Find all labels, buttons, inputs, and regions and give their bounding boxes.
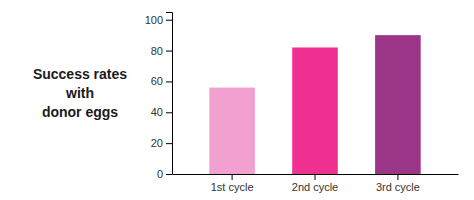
title: Success rates with donor eggs bbox=[33, 66, 127, 120]
y-tick-mark bbox=[166, 174, 172, 175]
y-tick-mark bbox=[166, 51, 172, 52]
y-axis-line bbox=[166, 13, 173, 175]
y-tick-label: 100 bbox=[145, 14, 163, 26]
y-tick-mark bbox=[166, 81, 172, 82]
y-tick-label: 60 bbox=[151, 75, 163, 87]
y-tick-mark bbox=[166, 143, 172, 144]
x-tick-label: 1st cycle bbox=[211, 181, 254, 193]
x-tick-label: 2nd cycle bbox=[292, 181, 338, 193]
y-tick-mark bbox=[166, 20, 172, 21]
y-tick: 80 bbox=[151, 45, 172, 57]
x-tick-mark bbox=[315, 174, 316, 180]
y-tick: 60 bbox=[151, 75, 172, 87]
x-tick: 3rd cycle bbox=[376, 174, 420, 193]
title-line: Success rates bbox=[33, 66, 127, 82]
y-tick-label: 40 bbox=[151, 106, 163, 118]
x-tick-label: 3rd cycle bbox=[376, 181, 420, 193]
y-axis: 0 20 40 60 80 100 bbox=[145, 13, 173, 181]
title-line: with bbox=[65, 85, 94, 101]
x-axis: 1st cycle 2nd cycle 3rd cycle bbox=[173, 174, 459, 193]
x-tick: 2nd cycle bbox=[292, 174, 338, 193]
chart: 0 20 40 60 80 100 1st cycle 2nd cycle 3rd cycle S… bbox=[0, 0, 474, 200]
bar bbox=[375, 35, 421, 174]
x-tick-mark bbox=[232, 174, 233, 180]
title-line: donor eggs bbox=[42, 104, 118, 120]
y-tick: 0 bbox=[157, 168, 172, 180]
y-tick: 40 bbox=[151, 106, 172, 118]
y-tick-label: 20 bbox=[151, 137, 163, 149]
y-tick-label: 0 bbox=[157, 168, 163, 180]
bar bbox=[292, 47, 338, 174]
x-tick-mark bbox=[397, 174, 398, 180]
y-tick-label: 80 bbox=[151, 45, 163, 57]
bar bbox=[209, 88, 255, 174]
plot-area bbox=[209, 35, 420, 174]
y-tick-mark bbox=[166, 112, 172, 113]
y-tick: 20 bbox=[151, 137, 172, 149]
x-tick: 1st cycle bbox=[211, 174, 254, 193]
y-tick: 100 bbox=[145, 14, 172, 26]
